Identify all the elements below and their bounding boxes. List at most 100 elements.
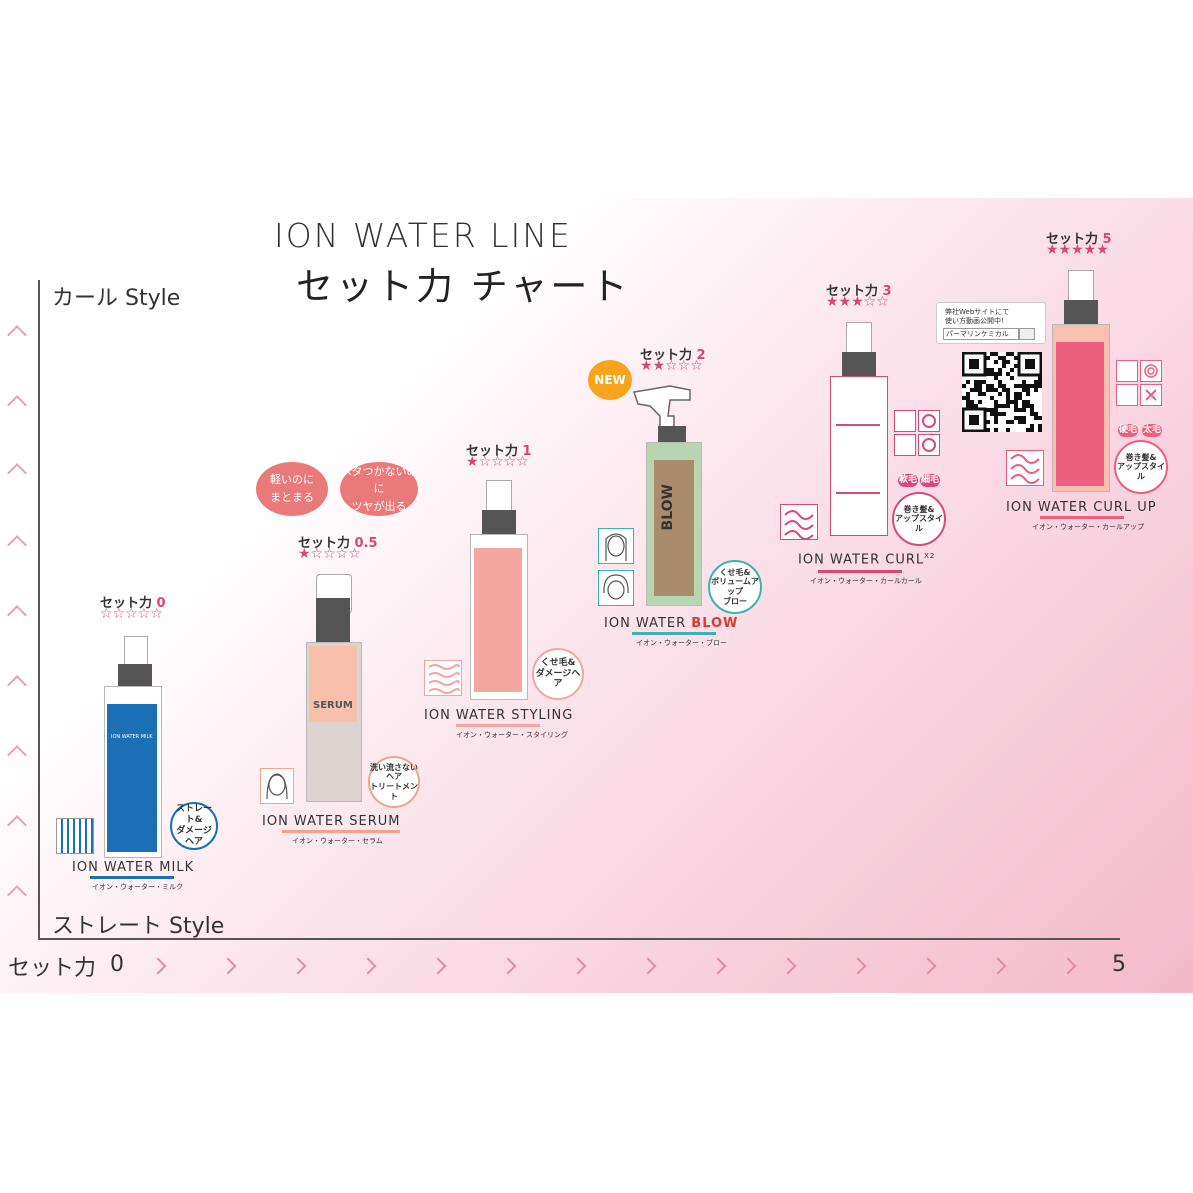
- curlup-badge: 巻き髪& アップスタイル: [1114, 440, 1168, 494]
- blow-bottle-label: BLOW: [654, 460, 694, 596]
- curl-underline: [818, 570, 902, 573]
- up-caret-icon: [7, 675, 27, 695]
- web-promo-line1: 弊社Webサイトにて: [945, 308, 1010, 316]
- up-caret-icon: [7, 745, 27, 765]
- long-hair-face-icon: [260, 768, 294, 804]
- volume-face-icon: [598, 570, 634, 606]
- right-chevron-icon: [359, 957, 377, 975]
- curly-hair-icon: [780, 504, 818, 540]
- blow-badge: くせ毛& ボリュームアップ ブロー: [708, 560, 762, 614]
- straight-face-icon: [598, 528, 634, 564]
- styling-stars: ★☆☆☆☆: [466, 454, 529, 470]
- bubble-light: 軽いのに まとまる: [256, 462, 328, 516]
- curl-stars: ★★★☆☆: [826, 294, 889, 310]
- blow-trigger-sprayer: [633, 385, 691, 441]
- milk-bottle-label: ION WATER MILK: [107, 704, 157, 852]
- right-chevron-icon: [639, 957, 657, 975]
- serum-underline: [282, 830, 400, 833]
- curling-iron-icon: [894, 410, 916, 432]
- curl-bottle-cap: [842, 352, 876, 376]
- serum-name: ION WATER SERUM: [262, 814, 401, 829]
- x-axis-min: 0: [110, 952, 124, 977]
- right-chevron-icon: [989, 957, 1007, 975]
- milk-label-text: ION WATER MILK: [111, 734, 153, 740]
- new-badge: NEW: [588, 360, 632, 400]
- curl-kana: イオン・ウォーター・カールカール: [810, 577, 922, 585]
- web-promo-line2: 使い方動画公開中!: [945, 317, 1004, 325]
- milk-bottle-cap: [118, 664, 152, 686]
- serum-kana: イオン・ウォーター・セラム: [292, 837, 383, 845]
- x-axis-label: セット力: [8, 956, 97, 981]
- milk-underline: [90, 876, 174, 879]
- serum-bottle-label: SERUM: [309, 646, 357, 722]
- up-caret-icon: [7, 535, 27, 555]
- chart-title: ION WATER LINE: [274, 216, 572, 255]
- tag-hard-hair: 硬毛: [1118, 424, 1138, 437]
- tag-soft-hair: 軟毛: [898, 474, 918, 487]
- right-chevron-icon: [429, 957, 447, 975]
- qr-code[interactable]: [962, 352, 1042, 432]
- styling-badge: くせ毛& ダメージヘア: [532, 648, 584, 700]
- curlup-bottle-cap: [1064, 300, 1098, 324]
- curlup-stars: ★★★★★: [1046, 242, 1109, 258]
- right-chevron-icon: [569, 957, 587, 975]
- chart-subtitle: セット力 チャート: [296, 265, 631, 308]
- tag-thick-hair: 太毛: [1142, 424, 1162, 437]
- milk-set-label: セット力 0: [100, 596, 166, 611]
- styling-bottle-label: [474, 548, 522, 692]
- curlup-kana: イオン・ウォーター・カールアップ: [1032, 523, 1144, 531]
- styling-kana: イオン・ウォーター・スタイリング: [456, 731, 568, 739]
- web-promo-box: 弊社Webサイトにて 使い方動画公開中! パーマリンケミカル: [936, 302, 1046, 344]
- x-axis-max: 5: [1112, 952, 1126, 977]
- dryer-icon-2: [1116, 384, 1138, 406]
- y-axis-top-label: カール Style: [52, 286, 181, 311]
- styling-name: ION WATER STYLING: [424, 708, 574, 723]
- right-chevron-icon: [919, 957, 937, 975]
- serum-set-label: セット力 0.5: [298, 536, 378, 551]
- curly-hair-icon-2: [1006, 450, 1044, 486]
- circle-ok-icon: [918, 410, 940, 432]
- serum-bottle-cap: [316, 598, 350, 644]
- right-chevron-icon: [849, 957, 867, 975]
- straight-hair-icon: [56, 818, 94, 854]
- chart-panel: ION WATER LINE セット力 チャート カール Style ストレート…: [0, 198, 1193, 993]
- milk-stars: ☆☆☆☆☆: [100, 606, 163, 622]
- web-search-input[interactable]: パーマリンケミカル: [943, 328, 1019, 340]
- cross-icon: [1140, 384, 1162, 406]
- bubble-no-sticky: ベタつかないのに ツヤが出る: [340, 462, 418, 516]
- right-chevron-icon: [709, 957, 727, 975]
- curl-bottle-pump: [846, 322, 872, 356]
- up-caret-icon: [7, 463, 27, 483]
- double-circle-icon: [1140, 360, 1162, 382]
- serum-label-text: SERUM: [313, 700, 353, 711]
- curl-set-label: セット力 3: [826, 284, 892, 299]
- up-caret-icon: [7, 885, 27, 905]
- tag-fine-hair: 細毛: [920, 474, 940, 487]
- right-chevron-icon: [779, 957, 797, 975]
- dryer-icon: [894, 434, 916, 456]
- x-axis-line: [38, 938, 1120, 940]
- circle-ok-icon-2: [918, 434, 940, 456]
- milk-bottle-pump: [124, 636, 148, 668]
- blow-bottle-cap: [658, 426, 686, 442]
- up-caret-icon: [7, 605, 27, 625]
- serum-badge: 洗い流さない ヘア トリートメント: [368, 756, 420, 808]
- styling-underline: [456, 724, 540, 727]
- right-chevron-icon: [1059, 957, 1077, 975]
- right-chevron-icon: [149, 957, 167, 975]
- serum-stars: ★☆☆☆☆: [298, 546, 361, 562]
- blow-set-label: セット力 2: [640, 348, 706, 363]
- right-chevron-icon: [219, 957, 237, 975]
- curlup-underline: [1040, 516, 1124, 519]
- blow-stars: ★★☆☆☆: [640, 358, 703, 374]
- up-caret-icon: [7, 395, 27, 415]
- curl-bottle-label: [836, 424, 880, 494]
- web-search-button[interactable]: [1019, 328, 1035, 340]
- styling-bottle-pump: [486, 480, 512, 514]
- curlup-name: ION WATER CURL UP: [1006, 500, 1157, 515]
- up-caret-icon: [7, 325, 27, 345]
- blow-name: ION WATER BLOW: [604, 616, 739, 631]
- y-axis-bottom-label: ストレート Style: [52, 914, 225, 939]
- styling-set-label: セット力 1: [466, 444, 532, 459]
- right-chevron-icon: [289, 957, 307, 975]
